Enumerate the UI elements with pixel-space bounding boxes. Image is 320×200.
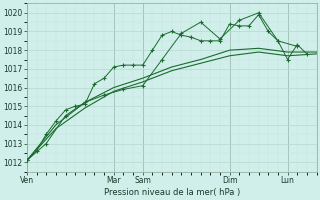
X-axis label: Pression niveau de la mer( hPa ): Pression niveau de la mer( hPa ) (104, 188, 240, 197)
